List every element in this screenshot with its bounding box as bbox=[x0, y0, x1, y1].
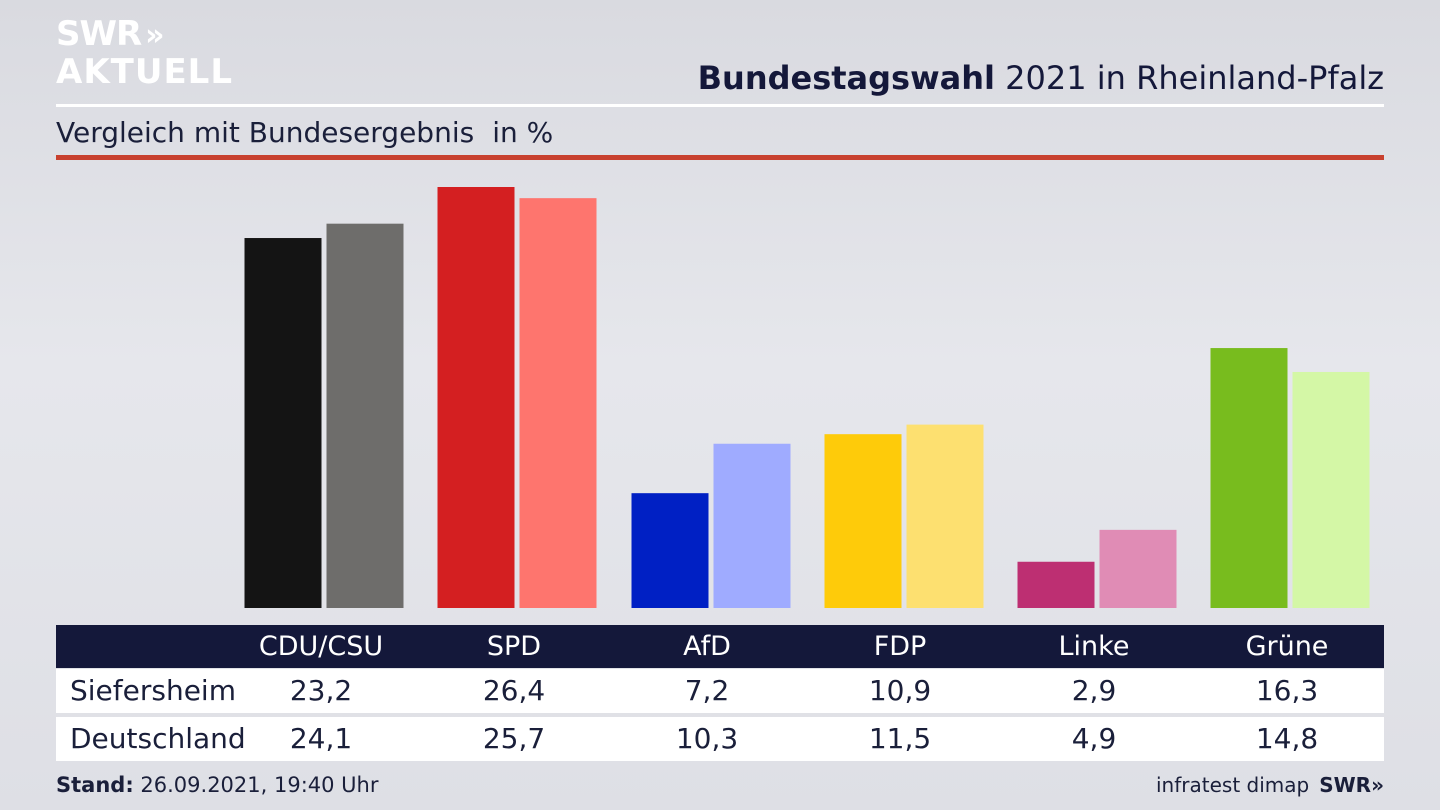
column-header-gruene: Grüne bbox=[1245, 631, 1329, 662]
chart-title: Bundestagswahl 2021 in Rheinland-Pfalz bbox=[698, 56, 1384, 100]
row-label-siefersheim: Siefersheim bbox=[70, 674, 236, 707]
bar-fdp-deutschland bbox=[906, 424, 984, 608]
value-cell-fdp: 10,9 bbox=[868, 674, 932, 707]
source-credit: infratest dimap SWR» bbox=[1156, 770, 1384, 800]
value-cell-linke: 2,9 bbox=[1071, 674, 1117, 707]
value-cell-spd: 26,4 bbox=[482, 674, 546, 707]
bar-cdu-csu-siefersheim bbox=[244, 238, 322, 608]
bar-afd-deutschland bbox=[713, 443, 791, 608]
bar-fdp-siefersheim bbox=[824, 434, 902, 608]
logo-line-2: AKTUELL bbox=[56, 52, 234, 92]
bar-spd-siefersheim bbox=[437, 187, 515, 608]
value-cell-gruene: 16,3 bbox=[1255, 674, 1319, 707]
column-header-cdu-csu: CDU/CSU bbox=[258, 631, 384, 662]
bar-linke-deutschland bbox=[1099, 529, 1177, 608]
bar-cdu-csu-deutschland bbox=[326, 223, 404, 608]
column-header-spd: SPD bbox=[486, 631, 542, 662]
stand-value: 26.09.2021, 19:40 Uhr bbox=[133, 773, 379, 797]
bar-spd-deutschland bbox=[519, 198, 597, 608]
bar-gruene-siefersheim bbox=[1210, 348, 1288, 608]
column-header-linke: Linke bbox=[1058, 631, 1130, 662]
value-cell-cdu-csu: 24,1 bbox=[289, 722, 353, 755]
swr-aktuell-logo: SWR» AKTUELL bbox=[56, 16, 233, 90]
logo-line-1: SWR bbox=[56, 14, 142, 54]
column-header-afd: AfD bbox=[683, 631, 731, 662]
value-cell-linke: 4,9 bbox=[1071, 722, 1117, 755]
value-cell-spd: 25,7 bbox=[482, 722, 546, 755]
value-cell-fdp: 11,5 bbox=[868, 722, 932, 755]
timestamp: Stand: 26.09.2021, 19:40 Uhr bbox=[56, 770, 379, 800]
bar-gruene-deutschland bbox=[1292, 371, 1370, 608]
subtitle-divider bbox=[56, 155, 1384, 160]
table-row-deutschland: Deutschland 24,1 25,7 10,3 11,5 4,9 14,8 bbox=[56, 717, 1384, 761]
row-label-deutschland: Deutschland bbox=[70, 722, 246, 755]
title-divider bbox=[56, 104, 1384, 107]
stand-label: Stand: bbox=[56, 773, 134, 797]
bar-chart bbox=[244, 187, 1370, 608]
bar-linke-siefersheim bbox=[1017, 561, 1095, 608]
bar-afd-siefersheim bbox=[631, 493, 709, 608]
column-header-fdp: FDP bbox=[873, 631, 927, 662]
table-header-row: CDU/CSU SPD AfD FDP Linke Grüne bbox=[56, 625, 1384, 668]
title-rest: 2021 in Rheinland-Pfalz bbox=[995, 59, 1384, 97]
value-cell-cdu-csu: 23,2 bbox=[289, 674, 353, 707]
source-label: infratest dimap bbox=[1156, 773, 1310, 797]
table-row-siefersheim: Siefersheim 23,2 26,4 7,2 10,9 2,9 16,3 bbox=[56, 669, 1384, 713]
value-cell-gruene: 14,8 bbox=[1255, 722, 1319, 755]
subtitle-text: Vergleich mit Bundesergebnis bbox=[56, 116, 475, 149]
value-cell-afd: 7,2 bbox=[684, 674, 730, 707]
unit-label: in % bbox=[492, 116, 554, 149]
swr-brand-mark: SWR» bbox=[1319, 773, 1384, 797]
value-cell-afd: 10,3 bbox=[675, 722, 739, 755]
title-bold: Bundestagswahl bbox=[697, 59, 995, 97]
chart-subtitle: Vergleich mit Bundesergebnis in % bbox=[56, 114, 553, 152]
